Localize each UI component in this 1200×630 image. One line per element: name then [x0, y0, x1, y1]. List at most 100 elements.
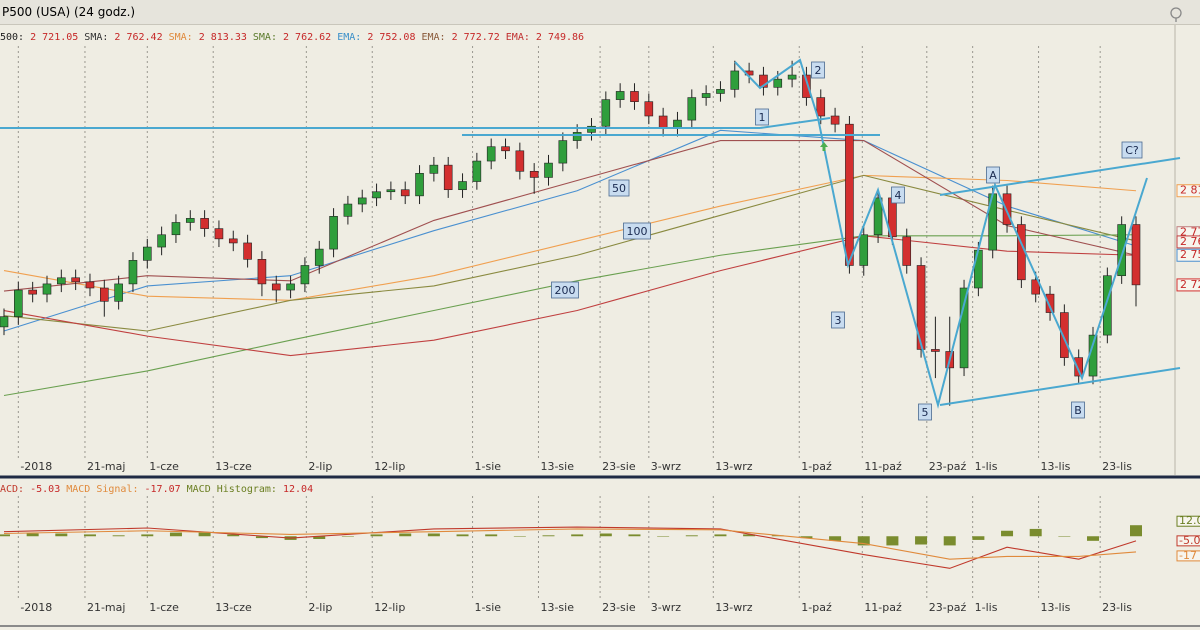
wave-lines: [0, 58, 1181, 409]
candle-body: [415, 173, 424, 197]
histogram-bar: [800, 536, 813, 539]
candle-body: [257, 259, 267, 285]
candle-body: [501, 146, 510, 152]
candle-body: [128, 260, 138, 285]
histogram-bar: [0, 534, 10, 537]
legend-item: SMA: 2 762.62: [253, 32, 331, 43]
candle-body: [1031, 279, 1040, 295]
ma-line: [3, 235, 1137, 357]
candle-body: [343, 203, 353, 217]
x-tick-label: 13-sie: [540, 601, 574, 614]
histogram-bar: [370, 534, 383, 537]
candle-body: [372, 191, 381, 199]
x-tick-label: 21-maj: [87, 601, 125, 614]
candle-body: [587, 125, 596, 133]
histogram-bar: [542, 535, 555, 537]
histogram-bar: [83, 534, 96, 537]
ma-line: [3, 174, 1137, 301]
candle-body: [1103, 275, 1112, 336]
x-tick-label: 1-lis: [975, 460, 998, 473]
arrow-marker: [820, 142, 828, 151]
candle-body: [544, 162, 553, 178]
legend-item: MACD Histogram: 12.04: [187, 484, 313, 495]
annotation-label: 3: [835, 314, 842, 327]
histogram-bar: [685, 535, 698, 537]
histogram-bar: [1130, 525, 1142, 537]
histogram-bar: [1029, 528, 1042, 537]
annotation-label: 100: [627, 225, 648, 238]
histogram-bar: [513, 536, 526, 537]
x-tick-label: 23-sie: [602, 460, 636, 473]
candle-body: [515, 150, 525, 172]
annotation-label: 5: [922, 406, 929, 419]
candle-body: [0, 316, 9, 328]
annotations: 1 2 3 4 5 A B C? 50 100 200: [551, 61, 1143, 421]
ma-line: [3, 234, 1137, 397]
histogram-bar: [112, 535, 125, 537]
candle-body: [314, 248, 324, 266]
candle-body: [859, 234, 869, 266]
x-tick-label: 1-paź: [801, 601, 832, 614]
candle-body: [730, 70, 740, 90]
legend-value: -5.03: [30, 484, 61, 495]
histogram-bar: [26, 533, 39, 537]
price-legend: 500: 2 721.05 SMA: 2 762.42 SMA: 2 813.33 S…: [0, 32, 584, 43]
macd-tag-label: 12.0: [1179, 514, 1200, 527]
legend-label: MACD Histogram:: [186, 484, 277, 495]
legend-label: MACD Signal:: [66, 484, 139, 495]
legend-item: EMA: 2 772.72: [421, 32, 499, 43]
annotation-label: A: [989, 169, 997, 182]
x-tick-label: 11-paź: [864, 460, 902, 473]
candle-body: [601, 99, 611, 127]
legend-value: 12.04: [282, 484, 314, 495]
annotation-label: 200: [555, 284, 576, 297]
x-tick-label: 23-lis: [1102, 601, 1132, 614]
candle-body: [529, 170, 539, 178]
ma-line: [3, 140, 1137, 292]
x-tick-label: 1-paź: [801, 460, 832, 473]
histogram-bar: [972, 536, 985, 540]
legend-item: SMA: 2 762.42: [84, 32, 162, 43]
candle-body: [157, 234, 166, 248]
candle-body: [443, 164, 453, 191]
ma-line: [3, 174, 1137, 332]
price-tag: [1176, 278, 1200, 292]
histogram-bar: [313, 536, 326, 539]
candle-body: [386, 189, 396, 193]
macd-tag: [1176, 515, 1200, 527]
legend-item: EMA: 2 752.08: [337, 32, 415, 43]
annotation-label: 50: [612, 182, 626, 195]
legend-label: SMA:: [168, 32, 193, 43]
price-tags: 2 812 772 762 752 7212.0-5.0-17: [1176, 184, 1200, 562]
legend-item: ACD: -5.03: [0, 484, 60, 495]
pin-icon: [1170, 7, 1182, 22]
candle-body: [486, 146, 496, 162]
candle-body: [845, 123, 854, 266]
x-tick-label: 12-lip: [374, 601, 405, 614]
candle-body: [57, 277, 66, 285]
histogram-bar: [743, 534, 756, 537]
x-tick-label: 1-cze: [149, 601, 179, 614]
macd-tag: [1176, 550, 1200, 562]
candle-body: [1131, 224, 1141, 286]
macd-line: [3, 528, 1137, 560]
x-tick-label: 2-lip: [308, 601, 332, 614]
annotation-box: [551, 281, 579, 299]
annotation-box: [755, 108, 769, 126]
histogram-bar: [456, 534, 469, 537]
price-tag-label: 2 75: [1180, 248, 1200, 261]
candle-body: [1117, 224, 1126, 277]
candle-body: [243, 242, 252, 260]
histogram-bar: [485, 534, 498, 537]
candle-body: [902, 236, 912, 266]
candle-body: [14, 289, 23, 317]
candle-body: [458, 181, 467, 191]
histogram-bar: [1001, 530, 1014, 537]
price-tag: [1176, 184, 1200, 198]
price-tag-label: 2 76: [1180, 235, 1200, 248]
candle-body: [1045, 293, 1055, 313]
candle-body: [214, 228, 224, 240]
candle-body: [572, 132, 582, 141]
candle-body: [916, 265, 926, 350]
candle-body: [71, 277, 80, 283]
